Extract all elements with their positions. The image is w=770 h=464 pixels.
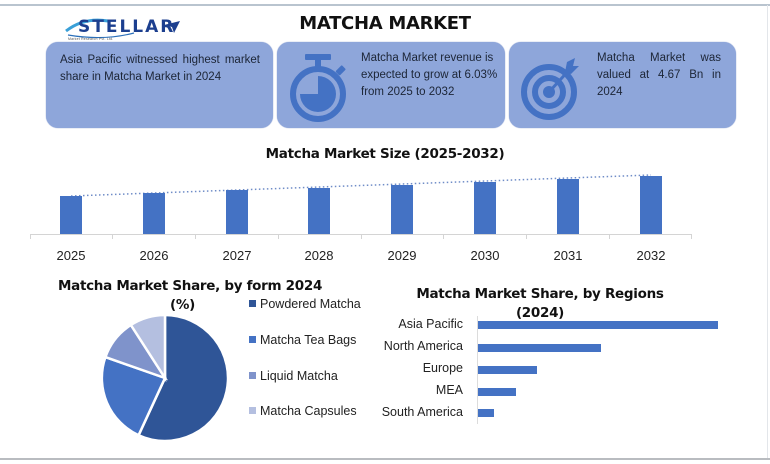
legend-item: Powdered Matcha [248, 296, 373, 312]
insight-card-growth: Matcha Market revenue is expected to gro… [277, 42, 505, 128]
page-title: MATCHA MARKET [299, 13, 471, 34]
logo-text: STELLAR [78, 17, 176, 37]
region-bar-mea [478, 388, 516, 396]
region-share-chart-title: Matcha Market Share, by Regions [416, 286, 664, 302]
region-share-chart-year: (2024) [515, 305, 565, 321]
frame-right-border [767, 5, 768, 459]
region-bar-asia-pacific [478, 321, 718, 329]
axis-tick [278, 234, 279, 239]
x-tick-label: 2032 [636, 248, 666, 263]
axis-tick [195, 234, 196, 239]
frame-bottom-border [0, 458, 770, 460]
region-label: North America [383, 339, 463, 353]
legend-item: Matcha Capsules [248, 403, 373, 419]
pie-slice-tea-bags [100, 355, 167, 437]
legend-label: Matcha Tea Bags [260, 333, 357, 347]
frame-top-border [0, 4, 770, 6]
axis-tick [691, 234, 692, 239]
form-share-chart-title: Matcha Market Share, by form 2024 [58, 278, 323, 294]
form-share-chart-unit: (%) [170, 297, 195, 313]
trendline [70, 174, 652, 197]
axis-tick [30, 234, 31, 239]
market-size-chart [30, 170, 692, 239]
logo-swoosh-icon [65, 18, 180, 39]
axis-tick [609, 234, 610, 239]
pie-slice-powdered-matcha [136, 313, 230, 443]
bar-2029 [391, 185, 413, 234]
bar-2026 [143, 193, 165, 234]
x-tick-label: 2026 [139, 248, 169, 263]
bar-2031 [557, 179, 579, 234]
bar-2025 [60, 196, 82, 234]
x-tick-label: 2030 [470, 248, 500, 263]
legend-item: Matcha Tea Bags [248, 332, 373, 348]
stellar-logo: STELLAR Market Research Pvt. Ltd. [64, 15, 184, 43]
region-label: MEA [435, 383, 463, 397]
legend-item: Liquid Matcha [248, 368, 373, 384]
axis-tick [112, 234, 113, 239]
legend-label: Matcha Capsules [260, 404, 357, 418]
legend-swatch [249, 407, 256, 414]
form-share-pie-chart [100, 313, 230, 443]
logo-subtext: Market Research Pvt. Ltd. [68, 37, 114, 41]
bar-2027 [226, 190, 248, 234]
bar-2028 [308, 188, 330, 234]
region-label: South America [381, 405, 463, 419]
legend-label: Liquid Matcha [260, 369, 338, 383]
legend-label: Powdered Matcha [260, 297, 361, 311]
region-bar-south-america [478, 409, 494, 417]
x-tick-label: 2031 [553, 248, 583, 263]
legend-swatch [249, 336, 256, 343]
axis-tick [526, 234, 527, 239]
bar-2032 [640, 176, 662, 234]
region-label: Europe [422, 361, 463, 375]
y-axis [477, 316, 478, 424]
card-text: Matcha Market revenue is expected to gro… [361, 52, 498, 98]
pie-slice-capsules [129, 313, 167, 383]
x-tick-label: 2025 [56, 248, 86, 263]
insight-card-region: Asia Pacific witnessed highest market sh… [46, 42, 273, 128]
region-label: Asia Pacific [398, 317, 463, 331]
legend-swatch [249, 372, 256, 379]
insight-card-valuation: Matcha Market was valued at 4.67 Bn in 2… [509, 42, 736, 128]
x-tick-label: 2029 [387, 248, 417, 263]
stopwatch-icon [290, 54, 346, 122]
region-bar-europe [478, 366, 537, 374]
legend-swatch [249, 300, 256, 307]
market-size-chart-title: Matcha Market Size (2025-2032) [265, 146, 505, 162]
x-tick-label: 2028 [304, 248, 334, 263]
bar-2030 [474, 182, 496, 234]
card-text: Asia Pacific witnessed highest market sh… [60, 54, 260, 83]
axis-tick [443, 234, 444, 239]
card-text: Matcha Market was valued at 4.67 Bn in 2… [597, 52, 721, 98]
target-icon [521, 58, 579, 120]
axis-tick [361, 234, 362, 239]
x-tick-label: 2027 [222, 248, 252, 263]
region-bar-north-america [478, 344, 601, 352]
